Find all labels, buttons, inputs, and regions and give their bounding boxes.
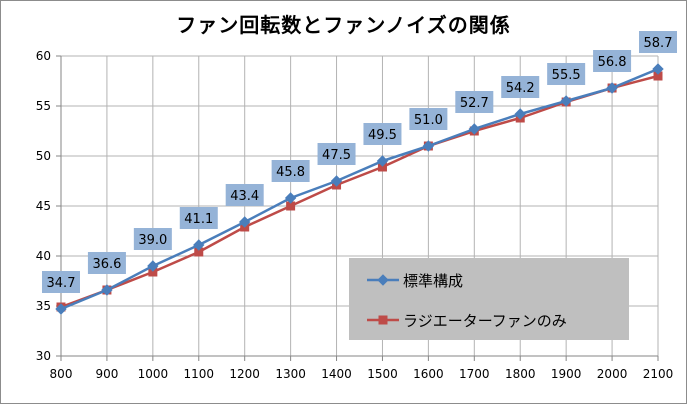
x-tick-label: 1200 xyxy=(229,367,260,381)
x-tick-label: 900 xyxy=(95,367,118,381)
data-label-bg xyxy=(501,76,540,98)
legend-label: 標準構成 xyxy=(403,272,463,290)
legend-marker xyxy=(378,315,388,325)
data-label: 52.7 xyxy=(460,96,489,111)
x-tick-label: 1100 xyxy=(183,367,214,381)
y-tick-label: 35 xyxy=(36,299,51,313)
x-tick-label: 1400 xyxy=(321,367,352,381)
data-point xyxy=(514,108,526,120)
data-label: 56.8 xyxy=(598,55,627,70)
data-point xyxy=(193,239,205,251)
data-label-bg xyxy=(271,160,310,182)
data-label: 36.6 xyxy=(92,257,121,272)
data-point xyxy=(284,192,297,204)
data-label-bg xyxy=(317,143,356,165)
data-label-bg xyxy=(133,228,172,250)
data-label: 34.7 xyxy=(47,276,76,291)
y-tick-label: 60 xyxy=(36,49,51,63)
data-label: 54.2 xyxy=(506,81,535,96)
data-label-bg xyxy=(363,123,402,145)
data-label: 39.0 xyxy=(138,233,167,248)
data-label-bg xyxy=(639,31,677,53)
data-label: 45.8 xyxy=(276,165,305,180)
y-tick-label: 55 xyxy=(36,99,51,113)
data-point xyxy=(560,95,572,107)
data-point xyxy=(330,175,343,187)
data-point xyxy=(652,63,664,75)
data-point xyxy=(376,155,389,167)
data-point xyxy=(606,82,618,94)
series-line-1 xyxy=(60,74,659,309)
legend-marker xyxy=(377,274,389,286)
data-point xyxy=(101,284,113,296)
data-label: 49.5 xyxy=(368,128,397,143)
series-line-0 xyxy=(60,67,659,311)
x-tick-label: 1900 xyxy=(551,367,582,381)
data-point xyxy=(147,260,159,272)
y-tick-label: 45 xyxy=(36,199,51,213)
data-point xyxy=(468,123,481,135)
y-tick-label: 30 xyxy=(36,349,51,363)
x-tick-label: 1700 xyxy=(459,367,490,381)
x-tick-label: 1600 xyxy=(413,367,444,381)
legend-label: ラジエーターファンのみ xyxy=(403,312,567,330)
data-label-bg xyxy=(42,271,80,293)
data-label: 47.5 xyxy=(322,148,351,163)
data-label: 51.0 xyxy=(414,113,443,128)
legend xyxy=(349,258,629,340)
data-point xyxy=(55,303,67,315)
data-label-bg xyxy=(225,184,264,206)
data-label: 58.7 xyxy=(644,36,673,51)
x-tick-label: 1000 xyxy=(138,367,169,381)
chart-title: ファン回転数とファンノイズの関係 xyxy=(176,13,511,37)
data-point xyxy=(422,140,435,152)
data-label-bg xyxy=(455,91,494,113)
data-label-bg xyxy=(179,207,218,229)
data-label-bg xyxy=(547,63,586,85)
x-tick-label: 800 xyxy=(50,367,73,381)
data-label: 41.1 xyxy=(184,212,213,227)
x-tick-label: 1800 xyxy=(505,367,536,381)
data-label-bg xyxy=(87,252,126,274)
x-tick-label: 2100 xyxy=(643,367,674,381)
data-point xyxy=(238,216,251,228)
y-tick-label: 40 xyxy=(36,249,51,263)
data-label: 55.5 xyxy=(552,68,581,83)
data-label-bg xyxy=(593,50,632,72)
y-tick-label: 50 xyxy=(36,149,51,163)
data-label-bg xyxy=(409,108,448,130)
x-tick-label: 2000 xyxy=(597,367,628,381)
x-tick-label: 1300 xyxy=(275,367,306,381)
x-tick-label: 1500 xyxy=(367,367,398,381)
data-label: 43.4 xyxy=(230,189,259,204)
